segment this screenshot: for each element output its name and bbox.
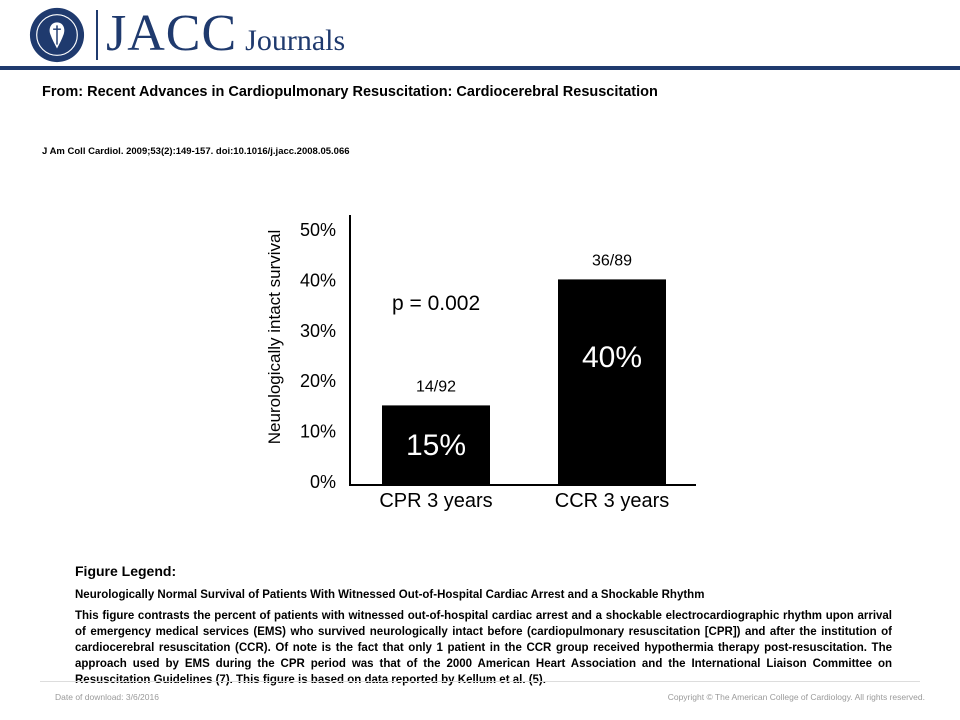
copyright-notice: Copyright © The American College of Card…	[667, 692, 925, 702]
header: JACC Journals	[0, 0, 960, 66]
article-citation: J Am Coll Cardiol. 2009;53(2):149-157. d…	[42, 146, 350, 157]
bar	[558, 279, 666, 485]
brand-wordmark[interactable]: JACC Journals	[106, 4, 345, 63]
header-rule	[0, 66, 960, 70]
download-date: Date of download: 3/6/2016	[55, 692, 159, 702]
bar-fraction-label: 14/92	[416, 378, 456, 395]
legend-heading: Figure Legend:	[75, 563, 177, 579]
legend-subtitle: Neurologically Normal Survival of Patien…	[75, 589, 705, 601]
y-tick-label: 50%	[300, 220, 336, 240]
survival-bar-chart: Neurologically intact survival 0% 10% 20% 3…	[265, 215, 696, 512]
footer-rule	[40, 681, 920, 682]
y-tick-label: 30%	[300, 321, 336, 341]
legend-body: This figure contrasts the percent of pat…	[75, 610, 892, 686]
brand-main: JACC	[106, 5, 238, 62]
p-value-annotation: p = 0.002	[392, 292, 480, 315]
y-tick-label: 0%	[310, 472, 336, 492]
bar	[382, 405, 490, 485]
brand-sub: Journals	[245, 24, 346, 57]
y-tick-label: 40%	[300, 270, 336, 290]
x-category-label: CPR 3 years	[379, 490, 492, 512]
article-title: From: Recent Advances in Cardiopulmonary…	[42, 84, 658, 100]
y-tick-label: 20%	[300, 371, 336, 391]
bar-fraction-label: 36/89	[592, 252, 632, 269]
y-tick-label: 10%	[300, 422, 336, 442]
y-axis-label: Neurologically intact survival	[265, 230, 284, 444]
bar-value-label: 15%	[406, 429, 466, 462]
bar-value-label: 40%	[582, 341, 642, 374]
brand-divider	[96, 10, 98, 60]
x-category-label: CCR 3 years	[555, 490, 669, 512]
acc-seal-logo	[29, 7, 85, 63]
